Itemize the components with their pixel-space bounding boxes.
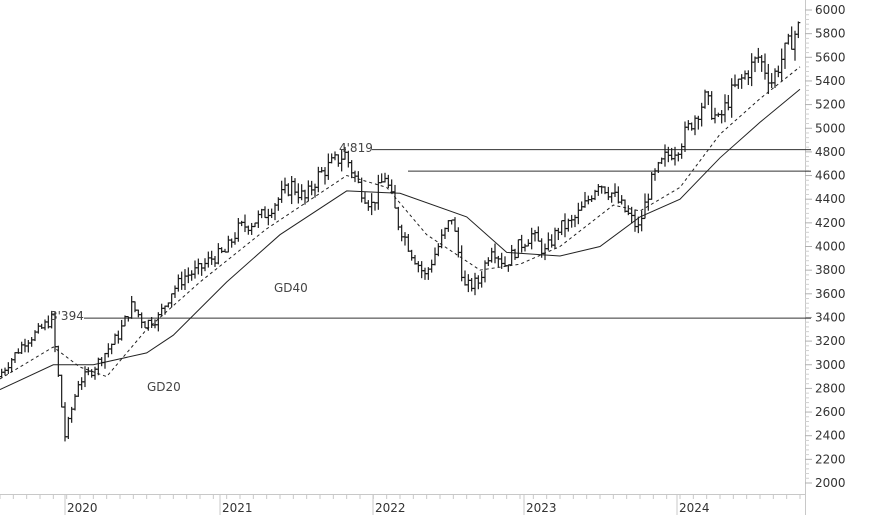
y-tick-label: 4600 [815,169,846,183]
x-axis-ticks: 2020 2021 2022 2023 2024 [0,494,801,515]
annotation-4819: 4'819 [339,141,373,155]
y-tick-label: 4800 [815,145,846,159]
y-axis-ticks: 2000 2200 2400 2600 2800 3000 3200 3400 3600 3800… [805,3,846,490]
annotation-gd20: GD20 [147,380,181,394]
horizontal-levels [84,149,811,319]
gd40-moving-average-line [0,88,801,391]
y-tick-label: 3400 [815,310,846,324]
y-tick-label: 5200 [815,98,846,112]
y-tick-label: 2200 [815,452,846,466]
y-tick-label: 5400 [815,74,846,88]
y-tick-label: 2800 [815,381,846,395]
annotation-gd40: GD40 [274,281,308,295]
x-tick-label: 2023 [526,501,557,515]
y-tick-label: 4000 [815,240,846,254]
y-tick-label: 5800 [815,27,846,41]
x-tick-label: 2022 [375,501,406,515]
y-tick-label: 2000 [815,476,846,490]
x-tick-label: 2021 [222,501,253,515]
y-tick-label: 5600 [815,50,846,64]
y-tick-label: 2400 [815,429,846,443]
x-tick-label: 2024 [679,501,710,515]
ohlc-price-bars [0,21,801,442]
x-tick-label: 2020 [67,501,98,515]
annotation-3394: 3'394 [50,309,84,323]
y-tick-label: 4400 [815,192,846,206]
y-tick-label: 3200 [815,334,846,348]
y-tick-label: 6000 [815,3,846,17]
y-tick-label: 3600 [815,287,846,301]
gd20-moving-average-line [0,66,801,380]
y-tick-label: 5000 [815,121,846,135]
y-tick-label: 3800 [815,263,846,277]
y-tick-label: 2600 [815,405,846,419]
y-tick-label: 3000 [815,358,846,372]
y-tick-label: 4200 [815,216,846,230]
